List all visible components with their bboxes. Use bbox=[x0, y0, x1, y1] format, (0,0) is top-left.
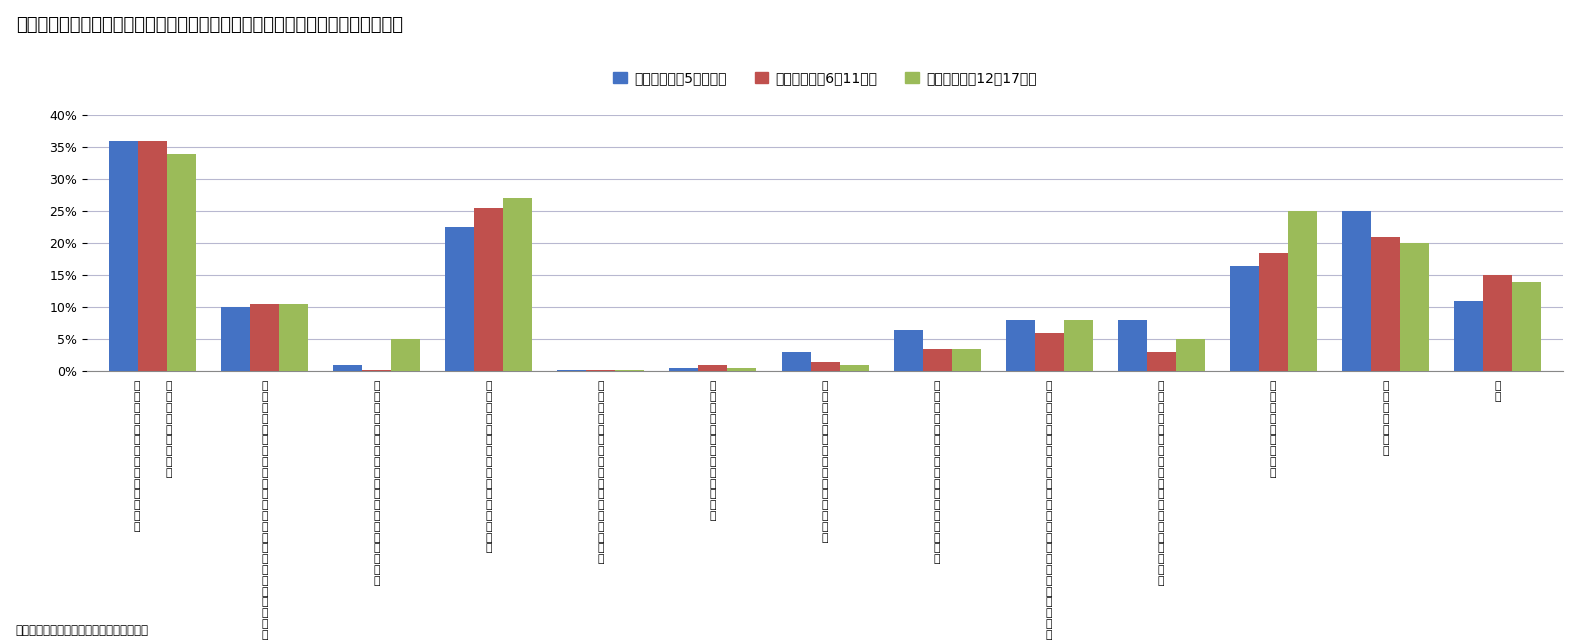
Bar bbox=[1176, 339, 1205, 371]
Bar bbox=[362, 370, 392, 371]
Bar bbox=[1454, 301, 1483, 371]
Text: 特
に
課
題
は
な
い: 特 に 課 題 は な い bbox=[1382, 381, 1388, 456]
Bar bbox=[952, 349, 981, 371]
Text: （注）持ち家への住み替え意向のある世帯: （注）持ち家への住み替え意向のある世帯 bbox=[16, 624, 148, 637]
Bar bbox=[922, 349, 952, 371]
Bar bbox=[1118, 320, 1146, 371]
Bar bbox=[782, 352, 810, 371]
Bar bbox=[669, 368, 698, 371]
Text: 気
軽
に
相
談
で
き
る
専
門
家
の
情
報
が
得
に
く
い: 気 軽 に 相 談 で き る 専 門 家 の 情 報 が 得 に く い bbox=[1157, 381, 1164, 586]
Bar bbox=[251, 304, 279, 371]
Bar bbox=[109, 141, 139, 371]
Text: 住
宅
の
性
能
な
ど
の
情
報
が
得
に
く
い: 住 宅 の 性 能 な ど の 情 報 が 得 に く い bbox=[821, 381, 829, 543]
Text: 不
足
、
ま
た
は
そ
の
可
能
性
が
あ
る: 不 足 、 ま た は そ の 可 能 性 が あ る bbox=[134, 381, 141, 532]
Bar bbox=[392, 339, 420, 371]
Bar bbox=[333, 365, 362, 371]
Text: 勤
務
年
数
な
ど
の
理
由
で
融
資
が
受
け
ら
れ
な
い
、
ま
た
は
額
が
少
な
い: 勤 務 年 数 な ど の 理 由 で 融 資 が 受 け ら れ な い 、 … bbox=[262, 381, 268, 640]
Bar bbox=[1288, 211, 1317, 371]
Bar bbox=[1483, 275, 1511, 371]
Bar bbox=[810, 362, 840, 371]
Bar bbox=[1511, 282, 1541, 371]
Bar bbox=[167, 154, 196, 371]
Text: 信
頼
で
き
る
施
工
業
者
、
仲
介
・
販
売
業
者
な
ど
の
情
報
が
得
に
く
い: 信 頼 で き る 施 工 業 者 、 仲 介 ・ 販 売 業 者 な ど の … bbox=[1045, 381, 1052, 640]
Bar bbox=[616, 370, 644, 371]
Bar bbox=[1399, 243, 1429, 371]
Legend: 親と子（長子5歳以下）, 親と子（長子6〜11歳）, 親と子（長子12〜17歳）: 親と子（長子5歳以下）, 親と子（長子6〜11歳）, 親と子（長子12〜17歳） bbox=[608, 66, 1042, 91]
Bar bbox=[698, 365, 728, 371]
Bar bbox=[1146, 352, 1176, 371]
Bar bbox=[1258, 253, 1288, 371]
Text: そ
の
他
の
課
題
が
あ
る: そ の 他 の 課 題 が あ る bbox=[1270, 381, 1276, 478]
Text: 予
算
の
範
囲
で
気
に
入
っ
た
住
宅
が
な
い: 予 算 の 範 囲 で 気 に 入 っ た 住 宅 が な い bbox=[486, 381, 493, 554]
Bar bbox=[728, 368, 756, 371]
Bar bbox=[474, 208, 504, 371]
Bar bbox=[1064, 320, 1093, 371]
Bar bbox=[557, 370, 586, 371]
Bar bbox=[586, 370, 616, 371]
Text: 預
貯
金
や
返
済
能
力
の: 預 貯 金 や 返 済 能 力 の bbox=[166, 381, 172, 478]
Text: 不
明: 不 明 bbox=[1494, 381, 1500, 403]
Bar bbox=[445, 227, 474, 371]
Bar bbox=[1342, 211, 1371, 371]
Bar bbox=[139, 141, 167, 371]
Bar bbox=[504, 198, 532, 371]
Bar bbox=[279, 304, 308, 371]
Text: 公
営
住
宅
な
ど
へ
の
入
居
が
困
難: 公 営 住 宅 な ど へ の 入 居 が 困 難 bbox=[709, 381, 717, 521]
Bar bbox=[1371, 237, 1399, 371]
Bar bbox=[1034, 333, 1064, 371]
Text: 現
在
の
住
宅
・
宅
地
の
売
却
が
う
ま
く
い
か
な
い: 現 在 の 住 宅 ・ 宅 地 の 売 却 が う ま く い か な い bbox=[374, 381, 381, 586]
Bar bbox=[1006, 320, 1034, 371]
Text: 図表４　持ち家への住み替えの課題（今後５年以内の住み替え意向がある世帯）: 図表４ 持ち家への住み替えの課題（今後５年以内の住み替え意向がある世帯） bbox=[16, 16, 403, 34]
Text: 物
件
の
周
辺
環
境
な
ど
の
情
報
が
得
に
く
い: 物 件 の 周 辺 環 境 な ど の 情 報 が 得 に く い bbox=[933, 381, 941, 564]
Bar bbox=[894, 330, 922, 371]
Bar bbox=[840, 365, 868, 371]
Text: 民
営
の
賃
貸
住
宅
へ
の
入
居
を
拒
否
さ
れ
る: 民 営 の 賃 貸 住 宅 へ の 入 居 を 拒 否 さ れ る bbox=[598, 381, 605, 564]
Bar bbox=[1230, 266, 1258, 371]
Bar bbox=[221, 307, 251, 371]
